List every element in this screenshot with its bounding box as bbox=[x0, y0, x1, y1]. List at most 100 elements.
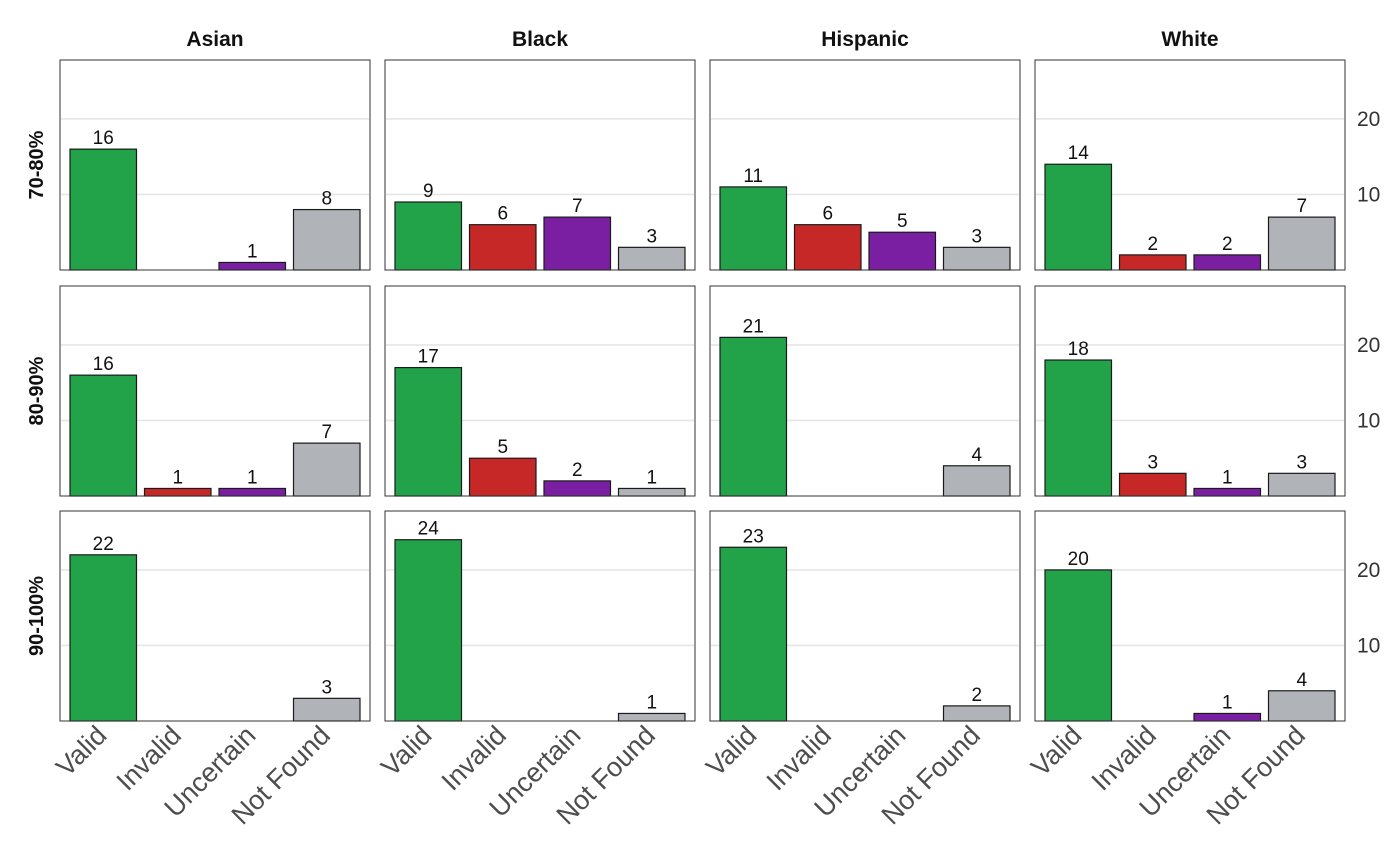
y-tick-label-row1-20: 20 bbox=[1357, 108, 1380, 131]
data-label-70-80-hispanic-invalid: 6 bbox=[822, 204, 833, 225]
bar-70-80-hispanic-invalid bbox=[793, 224, 862, 271]
bar-70-80-black-not-found bbox=[617, 246, 686, 271]
bar-70-80-asian-valid bbox=[69, 148, 138, 271]
panel-90-100-black bbox=[384, 510, 696, 722]
bar-80-90-black-not-found bbox=[617, 487, 686, 497]
facet-column-title-asian: Asian bbox=[186, 28, 243, 51]
data-label-70-80-white-uncertain: 2 bbox=[1222, 234, 1233, 255]
bar-80-90-white-valid bbox=[1044, 359, 1113, 497]
bar-90-100-white-uncertain bbox=[1193, 712, 1262, 722]
panel-80-90-white bbox=[1034, 285, 1346, 497]
bar-70-80-hispanic-valid bbox=[719, 186, 788, 271]
panel-80-90-asian bbox=[59, 285, 371, 497]
bar-80-90-hispanic-not-found bbox=[942, 465, 1011, 497]
bar-70-80-hispanic-not-found bbox=[942, 246, 1011, 271]
data-label-80-90-asian-invalid: 1 bbox=[172, 467, 183, 488]
bar-70-80-hispanic-uncertain bbox=[868, 231, 937, 271]
bar-90-100-asian-not-found bbox=[292, 697, 361, 722]
bar-90-100-hispanic-valid bbox=[719, 546, 788, 722]
panel-70-80-hispanic bbox=[709, 59, 1021, 271]
panel-70-80-white bbox=[1034, 59, 1346, 271]
bar-80-90-white-invalid bbox=[1118, 472, 1187, 497]
bar-80-90-black-valid bbox=[394, 366, 463, 497]
y-tick-label-row3-10: 10 bbox=[1357, 634, 1380, 657]
data-label-70-80-asian-valid: 16 bbox=[93, 128, 114, 149]
data-label-90-100-black-valid: 24 bbox=[418, 519, 440, 540]
bar-80-90-white-uncertain bbox=[1193, 487, 1262, 497]
data-label-80-90-white-uncertain: 1 bbox=[1222, 467, 1233, 488]
data-label-70-80-hispanic-not-found: 3 bbox=[971, 226, 982, 247]
data-label-70-80-white-not-found: 7 bbox=[1296, 196, 1307, 217]
data-label-70-80-hispanic-uncertain: 5 bbox=[897, 211, 908, 232]
data-label-90-100-white-uncertain: 1 bbox=[1222, 692, 1233, 713]
bar-80-90-asian-valid bbox=[69, 374, 138, 497]
bar-80-90-asian-not-found bbox=[292, 442, 361, 497]
data-label-80-90-black-invalid: 5 bbox=[497, 437, 508, 458]
data-label-80-90-white-not-found: 3 bbox=[1296, 452, 1307, 473]
data-label-70-80-white-invalid: 2 bbox=[1147, 234, 1158, 255]
bar-90-100-black-valid bbox=[394, 539, 463, 722]
data-label-80-90-white-valid: 18 bbox=[1068, 339, 1089, 360]
data-label-80-90-white-invalid: 3 bbox=[1147, 452, 1158, 473]
bar-70-80-black-invalid bbox=[468, 224, 537, 271]
x-tick-label-black-valid: Valid bbox=[375, 720, 437, 782]
data-label-70-80-asian-not-found: 8 bbox=[321, 189, 332, 210]
x-tick-label-hispanic-valid: Valid bbox=[700, 720, 762, 782]
facet-row-title-90-100: 90-100% bbox=[26, 576, 48, 656]
data-label-90-100-white-valid: 20 bbox=[1068, 549, 1089, 570]
data-label-90-100-hispanic-valid: 23 bbox=[743, 526, 764, 547]
data-label-80-90-asian-valid: 16 bbox=[93, 354, 114, 375]
y-tick-label-row3-20: 20 bbox=[1357, 559, 1380, 582]
data-label-90-100-hispanic-not-found: 2 bbox=[971, 685, 982, 706]
panel-70-80-black bbox=[384, 59, 696, 271]
bar-70-80-black-valid bbox=[394, 201, 463, 271]
data-label-70-80-asian-uncertain: 1 bbox=[247, 241, 258, 262]
facet-column-title-black: Black bbox=[512, 28, 568, 51]
bar-70-80-asian-not-found bbox=[292, 208, 361, 271]
bar-90-100-white-not-found bbox=[1267, 690, 1336, 722]
data-label-70-80-white-valid: 14 bbox=[1068, 143, 1090, 164]
bar-90-100-black-not-found bbox=[617, 712, 686, 722]
bar-80-90-asian-uncertain bbox=[218, 487, 287, 497]
bar-80-90-black-uncertain bbox=[543, 480, 612, 497]
data-label-80-90-asian-not-found: 7 bbox=[321, 422, 332, 443]
facet-column-title-white: White bbox=[1161, 28, 1218, 51]
data-label-80-90-black-not-found: 1 bbox=[646, 467, 657, 488]
bar-90-100-hispanic-not-found bbox=[942, 705, 1011, 722]
x-tick-label-white-valid: Valid bbox=[1025, 720, 1087, 782]
data-label-90-100-black-not-found: 1 bbox=[646, 692, 657, 713]
panel-90-100-asian bbox=[59, 510, 371, 722]
bar-70-80-asian-uncertain bbox=[218, 261, 287, 271]
data-label-80-90-black-valid: 17 bbox=[418, 347, 439, 368]
data-label-70-80-black-not-found: 3 bbox=[646, 226, 657, 247]
data-label-80-90-black-uncertain: 2 bbox=[572, 460, 583, 481]
bar-80-90-hispanic-valid bbox=[719, 336, 788, 497]
bar-70-80-black-uncertain bbox=[543, 216, 612, 271]
y-tick-label-row2-10: 10 bbox=[1357, 409, 1380, 432]
facet-row-title-80-90: 80-90% bbox=[26, 356, 48, 425]
panel-90-100-hispanic bbox=[709, 510, 1021, 722]
bar-70-80-white-not-found bbox=[1267, 216, 1336, 271]
data-label-70-80-hispanic-valid: 11 bbox=[743, 166, 763, 187]
data-label-70-80-black-uncertain: 7 bbox=[572, 196, 583, 217]
bar-70-80-white-uncertain bbox=[1193, 254, 1262, 271]
y-tick-label-row2-20: 20 bbox=[1357, 334, 1380, 357]
y-tick-label-row1-10: 10 bbox=[1357, 183, 1380, 206]
bar-80-90-black-invalid bbox=[468, 457, 537, 497]
panel-90-100-white bbox=[1034, 510, 1346, 722]
panel-80-90-hispanic bbox=[709, 285, 1021, 497]
facet-row-title-70-80: 70-80% bbox=[26, 130, 48, 199]
bar-90-100-asian-valid bbox=[69, 554, 138, 722]
data-label-90-100-white-not-found: 4 bbox=[1296, 670, 1307, 691]
panel-80-90-black bbox=[384, 285, 696, 497]
bar-80-90-asian-invalid bbox=[143, 487, 212, 497]
data-label-70-80-black-valid: 9 bbox=[423, 181, 434, 202]
bar-70-80-white-valid bbox=[1044, 163, 1113, 271]
facet-column-title-hispanic: Hispanic bbox=[821, 28, 909, 51]
data-label-90-100-asian-valid: 22 bbox=[93, 534, 114, 555]
bar-90-100-white-valid bbox=[1044, 569, 1113, 722]
bar-80-90-white-not-found bbox=[1267, 472, 1336, 497]
bar-70-80-white-invalid bbox=[1118, 254, 1187, 271]
panel-70-80-asian bbox=[59, 59, 371, 271]
